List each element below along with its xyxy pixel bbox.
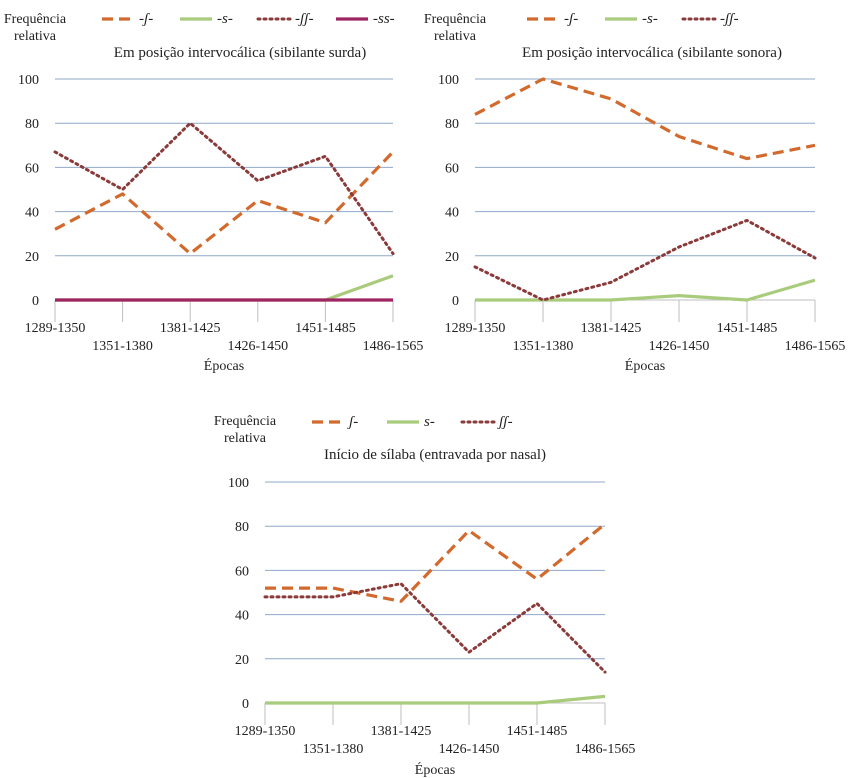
legend-label: -ʃʃ-: [295, 11, 314, 27]
legend-label: -ss-: [373, 11, 395, 27]
legend-label: -s-: [642, 11, 658, 27]
x-axis-label: Épocas: [415, 761, 455, 778]
legend-label: -ʃ-: [139, 11, 153, 27]
y-tick-label: 80: [235, 520, 249, 535]
legend-label: ʃʃ-: [497, 414, 513, 430]
x-tick-label: 1486-1565: [363, 339, 424, 354]
legend-label: -ʃʃ-: [720, 11, 739, 27]
series-line-1: [54, 150, 395, 256]
x-axis-label: Épocas: [625, 357, 665, 374]
y-tick-label: 80: [25, 117, 39, 132]
y-tick-label: 60: [235, 564, 249, 579]
series-line-1: [265, 522, 607, 603]
x-tick-label: 1426-1450: [439, 742, 500, 757]
y-axis-label: Frequência relativa: [4, 12, 67, 44]
y-tick-label: 100: [18, 73, 39, 88]
y-axis-label: Frequência relativa: [214, 414, 277, 446]
y-tick-label: 40: [25, 206, 39, 221]
y-tick-label: 0: [452, 294, 459, 309]
legend-label: -ʃ-: [564, 11, 578, 27]
series-line-3: [263, 582, 607, 674]
x-tick-label: 1451-1485: [507, 724, 568, 739]
chart-title: Início de sílaba (entravada por nasal): [324, 447, 546, 463]
series-line-1: [474, 77, 816, 161]
y-tick-label: 80: [445, 117, 459, 132]
x-tick-label: 1351-1380: [92, 339, 153, 354]
x-tick-label: 1426-1450: [227, 339, 288, 354]
y-tick-label: 60: [445, 161, 459, 176]
x-tick-label: 1451-1485: [717, 321, 778, 336]
x-tick-label: 1381-1425: [371, 724, 432, 739]
y-tick-label: 0: [32, 294, 39, 309]
legend: -ʃ- -s- -ʃʃ- -ss-: [102, 11, 395, 27]
x-tick-label: 1289-1350: [25, 321, 86, 336]
x-tick-label: 1351-1380: [303, 742, 364, 757]
x-tick-label: 1451-1485: [295, 321, 356, 336]
x-tick-label: 1289-1350: [235, 724, 296, 739]
x-tick-label: 1486-1565: [575, 742, 636, 757]
x-tick-label: 1486-1565: [785, 339, 846, 354]
series-line-3: [53, 121, 395, 256]
chart-title: Em posição intervocálica (sibilante surd…: [114, 45, 366, 61]
series-line-2: [55, 274, 394, 302]
legend-label: s-: [424, 414, 435, 430]
series-line-2: [265, 694, 606, 705]
legend: ʃ-s-ʃʃ-: [312, 414, 513, 430]
y-tick-label: 40: [445, 206, 459, 221]
y-tick-label: 0: [242, 697, 249, 712]
y-tick-label: 20: [25, 250, 39, 265]
y-tick-label: 60: [25, 161, 39, 176]
legend-label: ʃ-: [347, 414, 358, 430]
x-tick-label: 1351-1380: [513, 339, 574, 354]
x-tick-label: 1381-1425: [160, 321, 221, 336]
y-tick-label: 100: [228, 476, 249, 491]
x-tick-label: 1426-1450: [649, 339, 710, 354]
series-line-2: [475, 278, 816, 302]
x-tick-label: 1381-1425: [581, 321, 642, 336]
y-tick-label: 100: [438, 73, 459, 88]
y-tick-label: 40: [235, 609, 249, 624]
legend-label: -s-: [217, 11, 233, 27]
series-line-3: [473, 218, 817, 302]
legend: -ʃ- -s- -ʃʃ-: [527, 11, 739, 27]
chart-2: Frequência relativa Em posição intervocáli…: [424, 11, 845, 374]
y-tick-label: 20: [235, 653, 249, 668]
chart-title: Em posição intervocálica (sibilante sono…: [522, 45, 782, 61]
y-tick-label: 20: [445, 250, 459, 265]
x-tick-label: 1289-1350: [445, 321, 506, 336]
y-axis-label: Frequência relativa: [424, 12, 487, 44]
x-axis-label: Épocas: [204, 357, 244, 374]
chart-1: Frequência relativa Em posição intervocáli…: [4, 11, 423, 374]
chart-3: Frequência relativa Início de sílaba (entr…: [214, 414, 635, 778]
